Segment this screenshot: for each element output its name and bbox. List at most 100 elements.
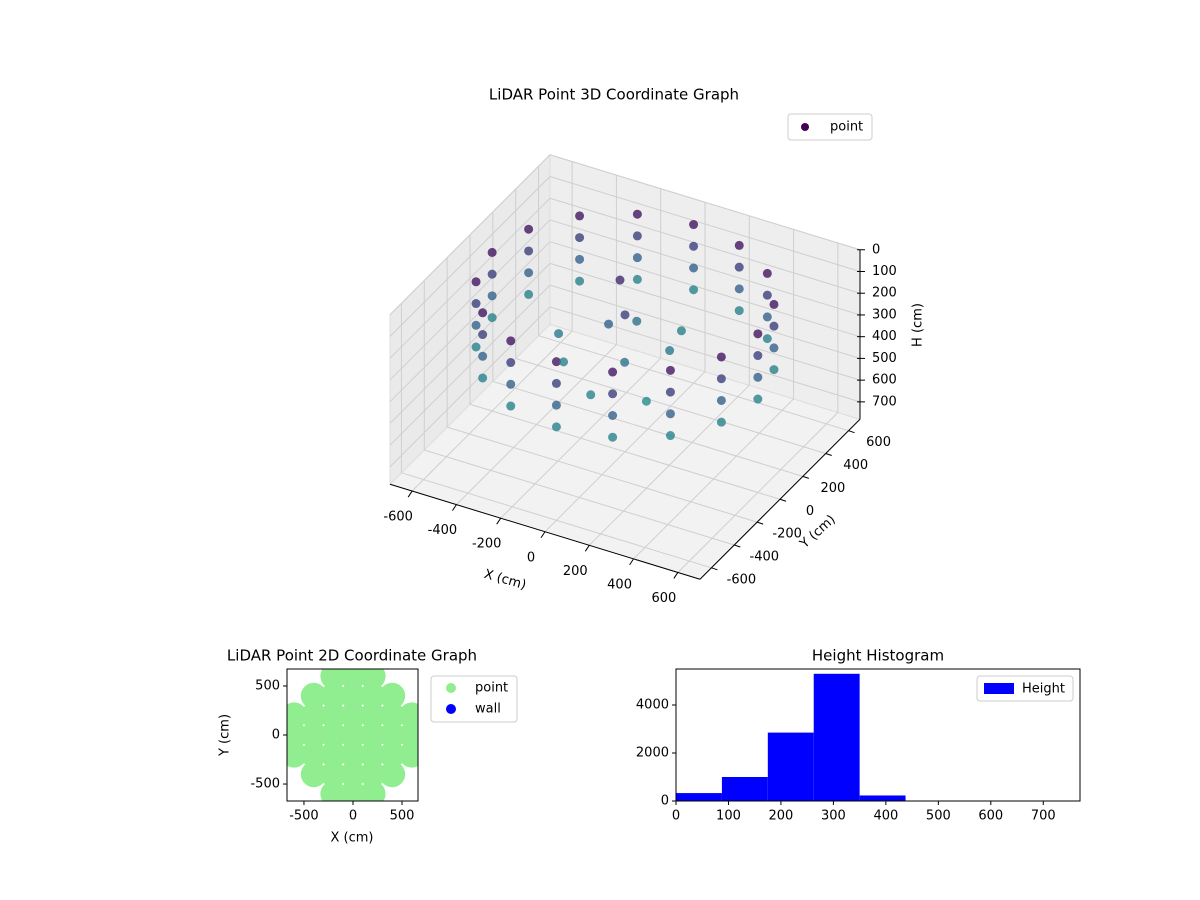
z-tick-label: 200: [872, 286, 897, 301]
legend-label: point: [830, 120, 863, 135]
grid-line: [389, 241, 551, 403]
point: [359, 702, 386, 729]
point: [300, 682, 327, 709]
grid-line: [389, 263, 551, 424]
axes-frame: [675, 668, 1081, 802]
point: [379, 702, 406, 729]
grid-line: [389, 154, 551, 316]
point: [608, 389, 618, 399]
point: [676, 326, 686, 336]
point: [734, 306, 744, 316]
legend-label: wall: [475, 702, 501, 717]
grid-line: [446, 426, 758, 523]
point: [339, 702, 366, 729]
point: [339, 780, 366, 801]
y-tick-label: 0: [661, 794, 669, 809]
point: [487, 269, 497, 279]
tick-mark: [540, 531, 546, 539]
point: [471, 342, 481, 352]
x-tick-label: 400: [607, 577, 632, 592]
point: [359, 682, 386, 709]
y-axis-label: Y (cm): [797, 512, 839, 552]
point: [506, 379, 516, 389]
x-tick-label: 0: [349, 809, 357, 824]
point: [551, 357, 561, 367]
point: [487, 313, 497, 323]
point: [506, 401, 516, 411]
grid-line: [549, 262, 861, 359]
point: [734, 284, 744, 294]
point: [689, 220, 699, 230]
y-tick-label: 400: [843, 458, 868, 473]
point: [398, 722, 418, 748]
point: [300, 702, 327, 729]
point: [320, 702, 347, 729]
point: [320, 669, 347, 690]
y-axis-line: [699, 418, 861, 580]
point: [359, 741, 386, 768]
point: [379, 722, 406, 748]
point: [339, 682, 366, 709]
point: [551, 400, 561, 410]
point: [769, 299, 779, 309]
grid-line: [549, 241, 861, 338]
y-tick-label: -600: [727, 572, 757, 587]
x-tick-label: 100: [716, 809, 741, 824]
point: [762, 290, 772, 300]
chart-title: LiDAR Point 2D Coordinate Graph: [227, 647, 477, 665]
grid-line: [538, 335, 849, 432]
point: [620, 357, 630, 367]
x-tick-label: 0: [672, 809, 680, 824]
point: [753, 394, 763, 404]
point: [762, 312, 772, 322]
point: [379, 741, 406, 768]
point: [287, 722, 308, 748]
grid-line: [549, 154, 861, 251]
point: [320, 761, 347, 788]
x-tick-label: 700: [1031, 809, 1056, 824]
point: [632, 253, 642, 263]
point: [471, 299, 481, 309]
x-tick-label: -600: [383, 510, 413, 525]
legend-patch: [984, 683, 1014, 694]
grid-line: [549, 176, 861, 272]
x-tick-label: 500: [390, 809, 415, 824]
point: [641, 396, 651, 406]
point: [716, 352, 726, 362]
x-tick-label: 400: [873, 809, 898, 824]
grid-line: [389, 219, 551, 381]
y-tick-label: 200: [820, 481, 845, 496]
point: [471, 320, 481, 330]
point: [575, 276, 585, 286]
point: [379, 682, 406, 709]
point: [753, 372, 763, 382]
x-axis-line: [389, 483, 701, 580]
grid-line: [424, 449, 735, 546]
grid-line: [515, 358, 826, 455]
tick-mark: [452, 504, 457, 511]
legend-marker: [446, 704, 456, 714]
tick-mark: [825, 453, 832, 457]
legend-marker: [446, 683, 456, 693]
x-tick-label: 600: [651, 591, 676, 606]
point: [620, 310, 630, 320]
y-tick-label: 4000: [636, 698, 669, 713]
point: [287, 741, 308, 768]
point: [524, 289, 534, 299]
x-tick-label: 0: [527, 550, 535, 565]
grid-line: [469, 403, 781, 500]
point: [320, 741, 347, 768]
point: [575, 254, 585, 264]
tick-mark: [711, 567, 718, 571]
point: [575, 211, 585, 221]
point: [586, 390, 596, 400]
point: [398, 741, 418, 768]
point: [487, 291, 497, 301]
plot-area: [676, 673, 1080, 801]
point: [608, 432, 618, 442]
point: [320, 780, 347, 801]
point: [339, 761, 366, 788]
point: [524, 268, 534, 278]
grid-line: [401, 472, 712, 569]
